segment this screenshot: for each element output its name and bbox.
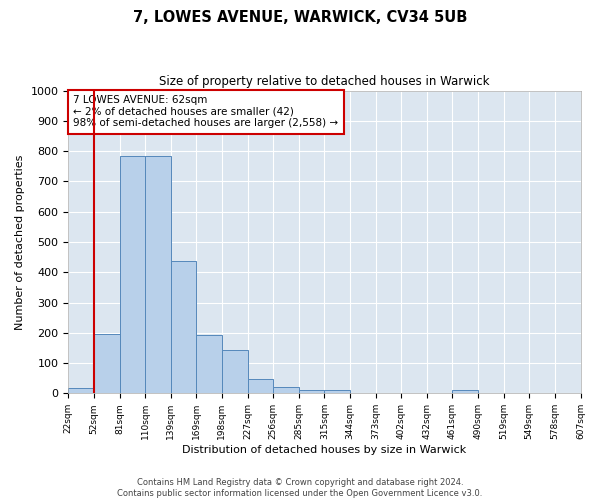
Bar [222, 350, 248, 394]
Title: Size of property relative to detached houses in Warwick: Size of property relative to detached ho… [159, 75, 490, 88]
Bar [196, 335, 222, 394]
Bar [68, 388, 94, 394]
X-axis label: Distribution of detached houses by size in Warwick: Distribution of detached houses by size … [182, 445, 467, 455]
Bar [171, 261, 196, 394]
Text: 7 LOWES AVENUE: 62sqm
← 2% of detached houses are smaller (42)
98% of semi-detac: 7 LOWES AVENUE: 62sqm ← 2% of detached h… [73, 95, 338, 128]
Bar [119, 156, 145, 394]
Bar [94, 334, 119, 394]
Bar [273, 388, 299, 394]
Y-axis label: Number of detached properties: Number of detached properties [15, 154, 25, 330]
Bar [248, 378, 273, 394]
Bar [145, 156, 171, 394]
Text: Contains HM Land Registry data © Crown copyright and database right 2024.
Contai: Contains HM Land Registry data © Crown c… [118, 478, 482, 498]
Text: 7, LOWES AVENUE, WARWICK, CV34 5UB: 7, LOWES AVENUE, WARWICK, CV34 5UB [133, 10, 467, 25]
Bar [325, 390, 350, 394]
Bar [452, 390, 478, 394]
Bar [299, 390, 325, 394]
